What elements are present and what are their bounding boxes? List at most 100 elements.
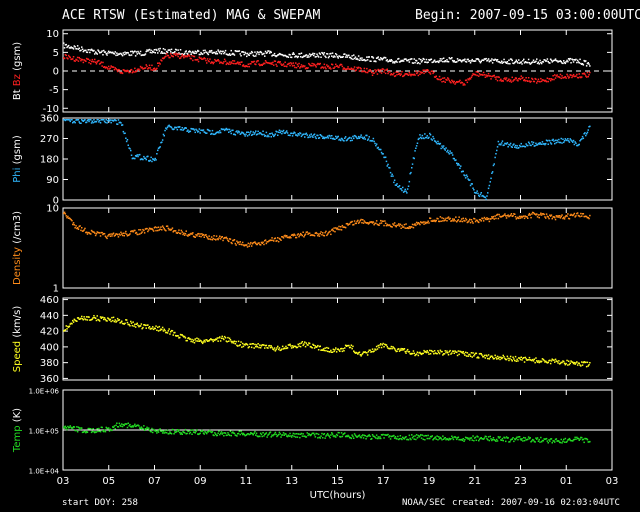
data-point-speed xyxy=(371,348,374,350)
data-point-phi xyxy=(129,147,131,150)
data-point-speed xyxy=(270,345,272,347)
data-point-phi xyxy=(513,143,515,145)
data-point-bt xyxy=(210,51,212,53)
data-point-speed xyxy=(372,350,375,353)
data-point-bz xyxy=(339,64,341,66)
data-point-temp xyxy=(271,434,273,436)
data-point-phi xyxy=(509,144,511,146)
data-point-bt xyxy=(535,60,537,62)
data-point-temp xyxy=(521,438,523,440)
data-point-phi xyxy=(216,131,219,134)
data-point-density xyxy=(556,216,558,218)
data-point-phi xyxy=(230,132,232,135)
data-point-density xyxy=(359,219,362,222)
data-point-bz xyxy=(246,65,249,68)
data-point-density xyxy=(515,218,518,220)
data-point-bz xyxy=(272,61,274,64)
data-point-phi xyxy=(314,136,317,138)
data-point-bt xyxy=(220,53,223,55)
data-point-bt xyxy=(165,52,167,55)
data-point-density xyxy=(199,233,201,235)
y-tick-label-temp: 1.0E+05 xyxy=(29,428,59,436)
data-point-speed xyxy=(245,342,247,345)
data-point-speed xyxy=(410,353,412,355)
data-point-phi xyxy=(524,146,527,148)
data-point-phi xyxy=(396,183,398,185)
data-point-bt xyxy=(75,48,77,50)
data-point-phi xyxy=(159,146,161,148)
data-point-bz xyxy=(585,76,588,78)
data-point-phi xyxy=(361,136,363,138)
data-point-speed xyxy=(348,346,351,349)
data-point-phi xyxy=(563,140,566,142)
data-point-bt xyxy=(127,52,129,54)
data-point-phi xyxy=(243,133,245,136)
data-point-temp xyxy=(542,440,545,442)
data-point-temp xyxy=(405,436,407,438)
data-point-bt xyxy=(263,52,265,55)
data-point-bt xyxy=(430,58,433,60)
data-point-bz xyxy=(83,59,85,61)
data-point-temp xyxy=(448,437,451,440)
data-point-bz xyxy=(148,64,151,67)
data-point-bt xyxy=(458,59,460,61)
data-point-phi xyxy=(295,134,297,136)
data-point-temp xyxy=(367,434,370,437)
data-point-speed xyxy=(562,360,564,362)
data-point-bz xyxy=(123,69,125,71)
data-point-density xyxy=(526,216,528,218)
data-point-phi xyxy=(196,129,198,132)
data-point-bz xyxy=(451,79,453,82)
data-point-phi xyxy=(201,129,203,131)
data-point-temp xyxy=(327,434,330,436)
data-point-speed xyxy=(148,327,150,329)
data-point-density xyxy=(100,231,103,234)
data-point-temp xyxy=(514,438,517,441)
data-point-bt xyxy=(464,58,466,60)
data-point-density xyxy=(482,217,484,220)
data-point-phi xyxy=(473,191,476,194)
data-point-speed xyxy=(162,330,165,332)
data-point-phi xyxy=(496,146,499,148)
data-point-speed xyxy=(316,346,318,348)
data-point-density xyxy=(572,214,575,216)
data-point-bz xyxy=(155,68,157,70)
data-point-temp xyxy=(323,433,326,435)
data-point-bz xyxy=(478,75,480,77)
data-point-bz xyxy=(121,72,124,75)
data-point-bz xyxy=(539,81,541,83)
data-point-speed xyxy=(509,357,511,360)
data-point-bt xyxy=(555,59,558,62)
data-point-phi xyxy=(316,134,318,137)
data-point-speed xyxy=(78,318,80,320)
data-point-temp xyxy=(573,438,576,441)
data-point-phi xyxy=(75,119,77,121)
data-point-temp xyxy=(466,437,469,439)
data-point-density xyxy=(291,233,294,236)
data-point-bt xyxy=(223,51,226,54)
data-point-speed xyxy=(568,363,571,366)
data-point-phi xyxy=(174,126,177,129)
data-point-temp xyxy=(114,428,116,430)
data-point-phi xyxy=(469,179,471,181)
data-point-speed xyxy=(426,350,428,352)
data-point-speed xyxy=(155,325,157,327)
data-point-phi xyxy=(191,128,193,130)
data-point-speed xyxy=(299,345,302,348)
data-point-bt xyxy=(314,56,317,58)
data-point-bz xyxy=(345,68,348,70)
data-point-temp xyxy=(469,437,472,439)
data-point-density xyxy=(446,220,448,222)
data-point-phi xyxy=(470,183,473,185)
data-point-speed xyxy=(583,361,585,363)
data-point-phi xyxy=(456,164,459,166)
data-point-bz xyxy=(101,65,103,67)
data-point-phi xyxy=(101,119,103,121)
data-point-density xyxy=(300,233,303,236)
data-point-temp xyxy=(524,437,527,439)
data-point-bt xyxy=(478,59,480,61)
data-point-speed xyxy=(164,329,166,332)
data-point-temp xyxy=(495,440,497,442)
data-point-speed xyxy=(381,344,384,346)
data-point-bt xyxy=(350,57,353,60)
